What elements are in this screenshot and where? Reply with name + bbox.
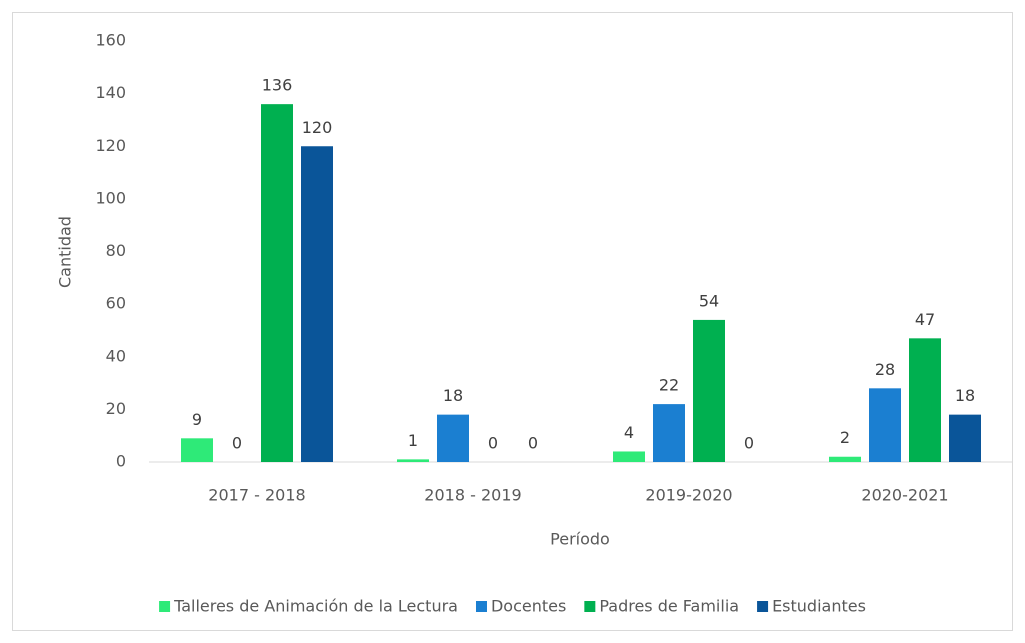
chart-border [12,12,1013,631]
y-tick-label: 100 [95,188,126,207]
y-tick-label: 140 [95,83,126,102]
bar [653,404,685,462]
value-label: 0 [744,434,754,453]
y-tick-label: 60 [106,294,126,313]
legend-label: Estudiantes [772,597,866,616]
bar [949,414,981,462]
bar [181,438,213,462]
value-label: 0 [232,434,242,453]
x-tick-label: 2017 - 2018 [208,486,305,505]
y-tick-label: 160 [95,31,126,50]
value-label: 0 [488,434,498,453]
value-label: 22 [659,376,679,395]
legend-swatch [475,601,487,612]
y-tick-label: 80 [106,241,126,260]
value-label: 0 [528,434,538,453]
value-label: 1 [408,431,418,450]
y-tick-label: 0 [116,452,126,471]
y-axis-label: Cantidad [56,216,75,288]
bar [829,456,861,462]
y-tick-label: 20 [106,399,126,418]
value-label: 47 [915,310,935,329]
legend-label: Docentes [491,597,566,616]
x-tick-label: 2019-2020 [645,486,732,505]
bar [613,451,645,462]
bar [301,146,333,462]
value-label: 2 [840,428,850,447]
legend-label: Padres de Familia [599,597,739,616]
value-label: 4 [624,423,634,442]
x-axis-label: Período [550,530,610,549]
bar [261,104,293,463]
value-label: 120 [302,118,333,137]
value-label: 18 [955,386,975,405]
legend-swatch [159,601,171,612]
bar [869,388,901,462]
x-tick-label: 2018 - 2019 [424,486,521,505]
value-label: 54 [699,291,719,310]
value-label: 28 [875,360,895,379]
bar [909,338,941,462]
x-tick-label: 2020-2021 [861,486,948,505]
y-tick-label: 120 [95,136,126,155]
y-tick-label: 40 [106,346,126,365]
value-label: 136 [262,76,293,95]
value-label: 9 [192,410,202,429]
legend-swatch [757,601,769,612]
bar [397,459,429,462]
legend-label: Talleres de Animación de la Lectura [173,597,458,616]
bar [693,319,725,462]
legend-swatch [584,601,596,612]
bar [437,414,469,462]
value-label: 18 [443,386,463,405]
